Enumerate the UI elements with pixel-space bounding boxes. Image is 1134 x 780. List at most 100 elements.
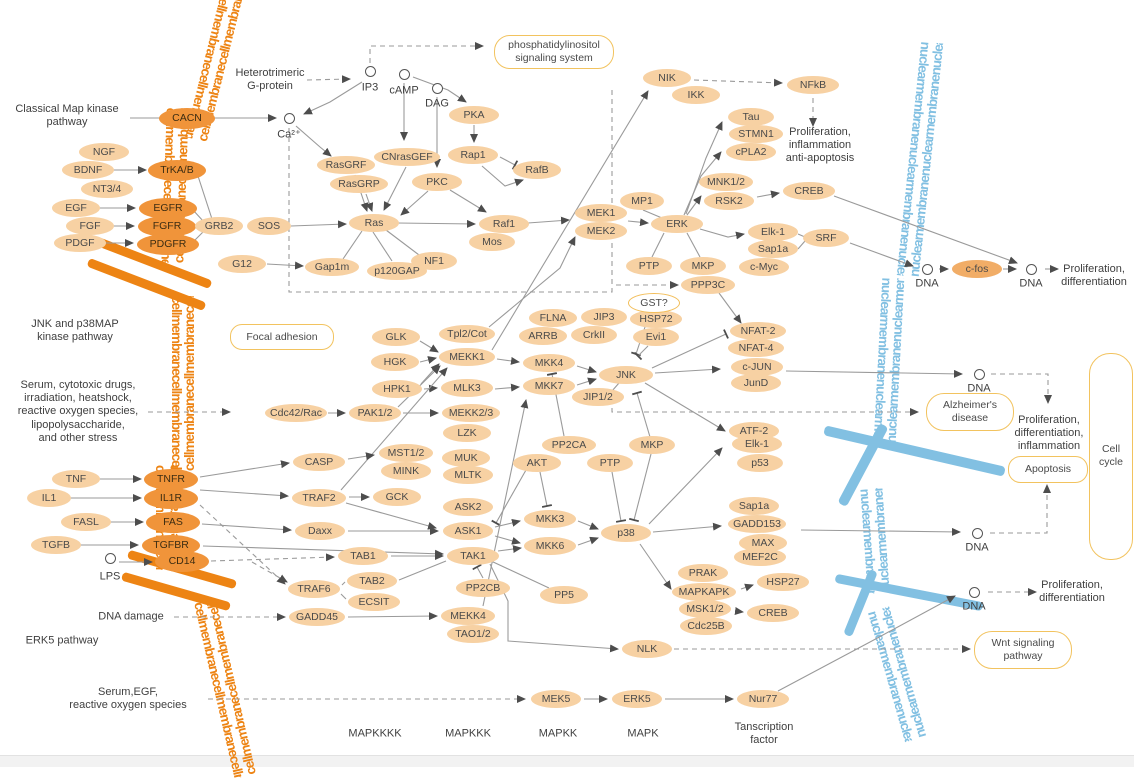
pathway-link-apoptosis[interactable]: Apoptosis [1008,455,1088,483]
node-srf-55[interactable]: SRF [803,229,849,247]
node-mkk3-96[interactable]: MKK3 [524,510,576,528]
node-pdgf-5[interactable]: PDGF [54,234,106,252]
node-gck-92[interactable]: GCK [373,488,421,506]
node-cnrasgef-31[interactable]: CNrasGEF [374,148,440,166]
node-mapkapk-107[interactable]: MAPKAPK [672,583,736,601]
node-pdgfr-14[interactable]: PDGFR [137,233,199,255]
node-creb-111[interactable]: CREB [747,604,799,622]
node-tnf-6[interactable]: TNF [52,470,100,488]
node-sos-21[interactable]: SOS [247,217,291,235]
node-hgk-58[interactable]: HGK [371,353,419,371]
node-nik-43[interactable]: NIK [643,69,691,87]
node-mos-28[interactable]: Mos [469,233,515,251]
node-stmn1-47[interactable]: STMN1 [729,125,783,143]
node-ngf-0[interactable]: NGF [79,143,129,161]
node-rasgrf-29[interactable]: RasGRF [317,156,375,174]
node-rafb-35[interactable]: RafB [513,161,561,179]
node-mkp-87[interactable]: MKP [629,436,675,454]
node-c-myc-54[interactable]: c-Myc [739,258,789,276]
node-tnfr-15[interactable]: TNFR [144,468,198,490]
node-gst-75[interactable]: GST? [628,293,680,313]
node-rap1-34[interactable]: Rap1 [448,146,498,164]
node-jip3-70[interactable]: JIP3 [581,308,627,326]
node-p38-98[interactable]: p38 [601,524,651,542]
node-gadd153-103[interactable]: GADD153 [728,515,786,533]
node-c-fos-56[interactable]: c-fos [952,260,1002,278]
node-akt-85[interactable]: AKT [513,454,561,472]
node-il1r-16[interactable]: IL1R [144,487,198,509]
node-nlk-122[interactable]: NLK [622,640,672,658]
node-fas-17[interactable]: FAS [146,511,200,533]
node-mltk-68[interactable]: MLTK [443,466,493,484]
node-grb2-20[interactable]: GRB2 [195,217,243,235]
node-tgfb-9[interactable]: TGFB [31,536,81,554]
node-mst1-2-89[interactable]: MST1/2 [379,444,433,462]
node-mekk2-3-65[interactable]: MEKK2/3 [442,404,500,422]
node-cpla2-48[interactable]: cPLA2 [726,143,776,161]
node-rasgrp-30[interactable]: RasGRP [330,175,388,193]
node-fgf-4[interactable]: FGF [66,217,114,235]
node-mkk7-77[interactable]: MKK7 [523,377,575,395]
node-traf6-115[interactable]: TRAF6 [288,580,340,598]
node-tpl2-cot-62[interactable]: Tpl2/Cot [439,325,495,343]
node-hpk1-59[interactable]: HPK1 [372,380,422,398]
node-creb-51[interactable]: CREB [783,182,835,200]
node-msk1-2-108[interactable]: MSK1/2 [679,600,731,618]
pathway-link-focal-adhesion[interactable]: Focal adhesion [230,324,334,350]
node-pp5-119[interactable]: PP5 [540,586,588,604]
node-tab2-113[interactable]: TAB2 [347,572,397,590]
node-nfat-4-81[interactable]: NFAT-4 [728,339,784,357]
node-mnk1-2-49[interactable]: MNK1/2 [699,173,753,191]
node-pka-33[interactable]: PKA [449,106,499,124]
node-mkk6-97[interactable]: MKK6 [524,537,576,555]
node-ras-26[interactable]: Ras [349,214,399,232]
node-egf-3[interactable]: EGF [52,199,100,217]
node-egfr-12[interactable]: EGFR [139,197,197,219]
node-cdc42-rac-60[interactable]: Cdc42/Rac [265,404,327,422]
node-tao1-2-121[interactable]: TAO1/2 [447,625,499,643]
node-elk-1-52[interactable]: Elk-1 [748,223,798,241]
node-casp-88[interactable]: CASP [293,453,345,471]
node-jnk-78[interactable]: JNK [599,366,653,384]
node-prak-106[interactable]: PRAK [678,564,728,582]
node-elk-1-100[interactable]: Elk-1 [732,435,782,453]
node-mkp-41[interactable]: MKP [680,257,726,275]
node-nur77-125[interactable]: Nur77 [737,690,789,708]
node-il1-7[interactable]: IL1 [27,489,71,507]
node-mek1-36[interactable]: MEK1 [575,204,627,222]
node-mink-90[interactable]: MINK [381,462,431,480]
node-sap1a-102[interactable]: Sap1a [729,497,779,515]
node-trka-b-11[interactable]: TrKA/B [148,159,206,181]
node-crkii-73[interactable]: CrkII [571,326,617,344]
pathway-link-alzheimer-s[interactable]: Alzheimer's disease [926,393,1014,431]
node-erk5-124[interactable]: ERK5 [612,690,662,708]
node-ikk-44[interactable]: IKK [672,86,720,104]
node-pkc-32[interactable]: PKC [412,173,462,191]
node-ptp-40[interactable]: PTP [626,257,672,275]
node-sap1a-53[interactable]: Sap1a [748,240,798,258]
node-jip1-2-79[interactable]: JIP1/2 [572,388,624,406]
node-pak1-2-61[interactable]: PAK1/2 [349,404,401,422]
node-lzk-66[interactable]: LZK [443,424,491,442]
pathway-link-cell[interactable]: Cell cycle [1089,352,1133,560]
node-traf2-91[interactable]: TRAF2 [292,489,346,507]
pathway-link-wnt-signaling[interactable]: Wnt signaling pathway [974,631,1072,669]
node-mek5-123[interactable]: MEK5 [531,690,581,708]
node-bdnf-1[interactable]: BDNF [62,161,114,179]
node-raf1-27[interactable]: Raf1 [479,215,529,233]
node-mp1-38[interactable]: MP1 [620,192,664,210]
node-nf1-25[interactable]: NF1 [411,252,457,270]
node-ask1-95[interactable]: ASK1 [443,522,493,540]
node-flna-69[interactable]: FLNA [529,309,577,327]
node-gadd45-116[interactable]: GADD45 [289,608,345,626]
node-tau-46[interactable]: Tau [728,108,774,126]
node-arrb-72[interactable]: ARRB [519,327,567,345]
node-tgfbr-18[interactable]: TGFBR [142,534,200,556]
node-gap1m-23[interactable]: Gap1m [305,258,359,276]
node-muk-67[interactable]: MUK [442,449,490,467]
node-nt3-4-2[interactable]: NT3/4 [81,180,133,198]
node-max-104[interactable]: MAX [739,534,787,552]
node-glk-57[interactable]: GLK [372,328,420,346]
node-fasl-8[interactable]: FASL [61,513,111,531]
node-pp2ca-84[interactable]: PP2CA [542,436,596,454]
